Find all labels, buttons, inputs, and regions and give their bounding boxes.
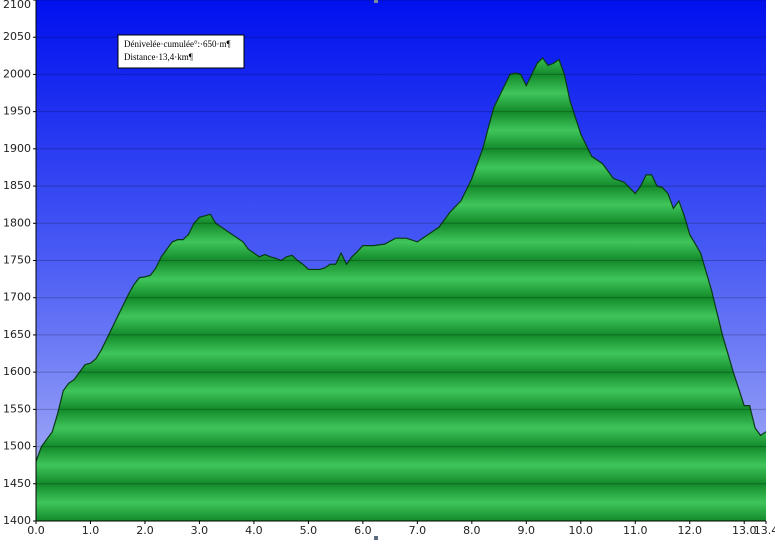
annotation: Distance·13,4·km¶ [124,52,193,62]
handle [374,0,378,3]
y-tick-label: 1600 [3,365,31,378]
x-tick-label: 3.0 [191,524,209,537]
x-tick-label: 0.0 [27,524,45,537]
y-tick-label: 1750 [3,254,31,267]
x-tick-label: 12.0 [677,524,702,537]
area [36,58,766,521]
y-tick-label: 1550 [3,402,31,415]
x-tick-label: 8.0 [463,524,481,537]
x-tick-label: 6.0 [354,524,372,537]
y-tick-label: 1950 [3,105,31,118]
y-tick-label: 1700 [3,291,31,304]
annotation-box: Dénivelée·cumulée°:·650·m¶ Distance·13,4… [117,34,245,69]
x-tick-label: 9.0 [518,524,536,537]
y-tick-label: 1900 [3,142,31,155]
annotation: Dénivelée·cumulée°:·650·m¶ [124,39,231,49]
x-tick-label: 13.4 [754,524,775,537]
y-tick-label: 2100 [3,0,31,11]
y-tick-label: 1450 [3,477,31,490]
y-tick-label: 1800 [3,216,31,229]
x-tick-label: 1.0 [82,524,100,537]
y-tick-label: 1650 [3,328,31,341]
handle [374,536,378,540]
annotation-frame [117,34,245,69]
x-tick-label: 4.0 [245,524,263,537]
y-tick-label: 1850 [3,179,31,192]
x-tick-label: 2.0 [136,524,154,537]
area-outline [35,57,767,462]
y-tick-label: 2000 [3,67,31,80]
y-tick-label: 1400 [3,514,31,527]
x-tick-label: 13.0 [732,524,757,537]
x-tick-label: 7.0 [409,524,427,537]
x-tick-label: 11.0 [623,524,648,537]
x-tick-label: 10.0 [569,524,594,537]
y-tick-label: 1500 [3,440,31,453]
y-tick-label: 2050 [3,30,31,43]
plot-layer [35,0,767,522]
x-tick-label: 5.0 [300,524,318,537]
